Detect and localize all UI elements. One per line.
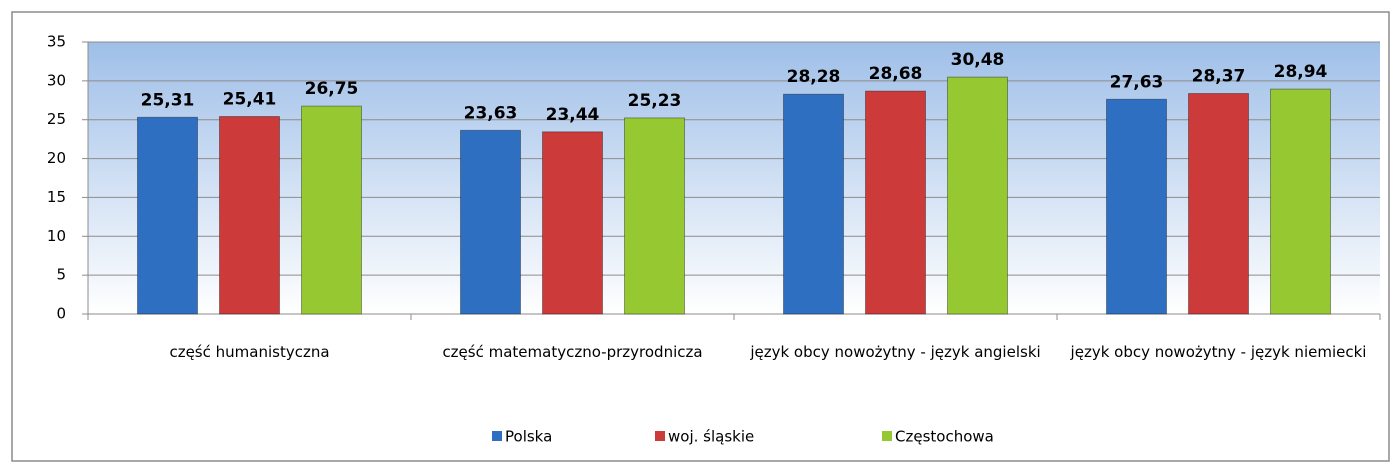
bar (137, 116, 198, 315)
bar (1106, 98, 1167, 315)
x-tick-label: część humanistyczna (169, 343, 330, 361)
plot-area (88, 42, 1380, 314)
data-label: 28,94 (1274, 62, 1328, 82)
data-label: 30,48 (951, 50, 1005, 70)
x-tick-label: język obcy nowożytny - język angielski (750, 343, 1041, 361)
bar (865, 90, 926, 315)
data-label: 23,63 (464, 103, 518, 123)
y-tick-label: 15 (47, 188, 66, 206)
y-tick-label: 5 (56, 266, 66, 284)
data-label: 25,31 (141, 90, 195, 110)
data-label: 25,23 (628, 91, 682, 111)
y-tick-label: 30 (47, 71, 66, 89)
x-tick-label: język obcy nowożytny - język niemiecki (1070, 343, 1367, 361)
bar (219, 116, 280, 315)
legend-swatch (655, 431, 665, 441)
x-tick-label: część matematyczno-przyrodnicza (442, 343, 703, 361)
data-label: 23,44 (546, 105, 600, 125)
legend-swatch (492, 431, 502, 441)
legend-label: Polska (505, 428, 552, 446)
legend-label: woj. śląskie (668, 428, 754, 446)
y-tick-label: 35 (47, 33, 66, 51)
bar (301, 105, 362, 315)
bar (1270, 88, 1331, 315)
data-label: 25,41 (223, 90, 277, 110)
bar (624, 117, 685, 315)
y-tick-label: 10 (47, 227, 66, 245)
bar (542, 131, 603, 315)
data-label: 28,68 (869, 64, 923, 84)
bar (460, 129, 521, 315)
y-tick-label: 20 (47, 149, 66, 167)
data-label: 26,75 (305, 79, 359, 99)
bar (947, 76, 1008, 315)
bar (1188, 93, 1249, 315)
legend-swatch (882, 431, 892, 441)
legend-label: Częstochowa (895, 428, 994, 446)
bar (783, 93, 844, 315)
data-label: 28,37 (1192, 67, 1246, 87)
data-label: 28,28 (787, 67, 841, 87)
y-tick-label: 0 (56, 305, 66, 323)
y-tick-label: 25 (47, 110, 66, 128)
data-label: 27,63 (1110, 72, 1164, 92)
